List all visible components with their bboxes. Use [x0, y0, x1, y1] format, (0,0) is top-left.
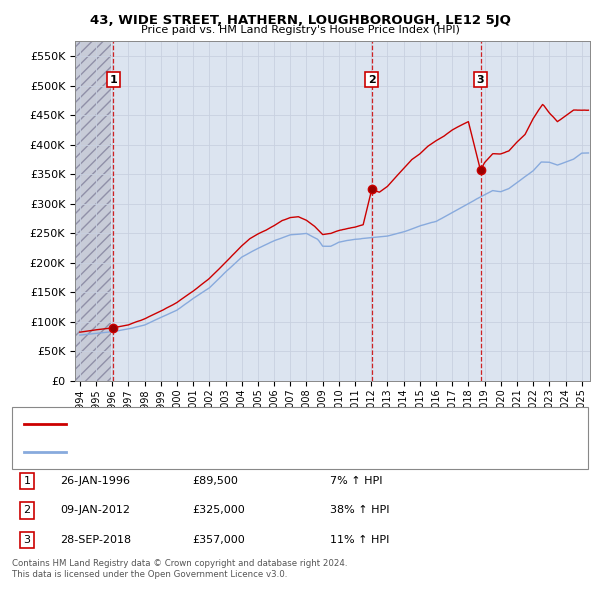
Text: 09-JAN-2012: 09-JAN-2012: [60, 506, 130, 515]
Text: 11% ↑ HPI: 11% ↑ HPI: [330, 535, 389, 545]
Text: 28-SEP-2018: 28-SEP-2018: [60, 535, 131, 545]
Text: £325,000: £325,000: [192, 506, 245, 515]
Text: 38% ↑ HPI: 38% ↑ HPI: [330, 506, 389, 515]
Text: £89,500: £89,500: [192, 476, 238, 486]
Text: 1: 1: [109, 75, 117, 84]
Text: 2: 2: [23, 506, 31, 515]
Text: Price paid vs. HM Land Registry's House Price Index (HPI): Price paid vs. HM Land Registry's House …: [140, 25, 460, 35]
Text: This data is licensed under the Open Government Licence v3.0.: This data is licensed under the Open Gov…: [12, 571, 287, 579]
Text: 26-JAN-1996: 26-JAN-1996: [60, 476, 130, 486]
Text: £357,000: £357,000: [192, 535, 245, 545]
Text: 2: 2: [368, 75, 376, 84]
Text: 43, WIDE STREET, HATHERN, LOUGHBOROUGH, LE12 5JQ (detached house): 43, WIDE STREET, HATHERN, LOUGHBOROUGH, …: [75, 419, 467, 430]
Text: Contains HM Land Registry data © Crown copyright and database right 2024.: Contains HM Land Registry data © Crown c…: [12, 559, 347, 568]
Text: HPI: Average price, detached house, Charnwood: HPI: Average price, detached house, Char…: [75, 447, 327, 457]
Text: 3: 3: [23, 535, 31, 545]
Text: 43, WIDE STREET, HATHERN, LOUGHBOROUGH, LE12 5JQ: 43, WIDE STREET, HATHERN, LOUGHBOROUGH, …: [89, 14, 511, 27]
Text: 1: 1: [23, 476, 31, 486]
Text: 7% ↑ HPI: 7% ↑ HPI: [330, 476, 383, 486]
Bar: [75, 41, 110, 381]
Text: 3: 3: [477, 75, 484, 84]
